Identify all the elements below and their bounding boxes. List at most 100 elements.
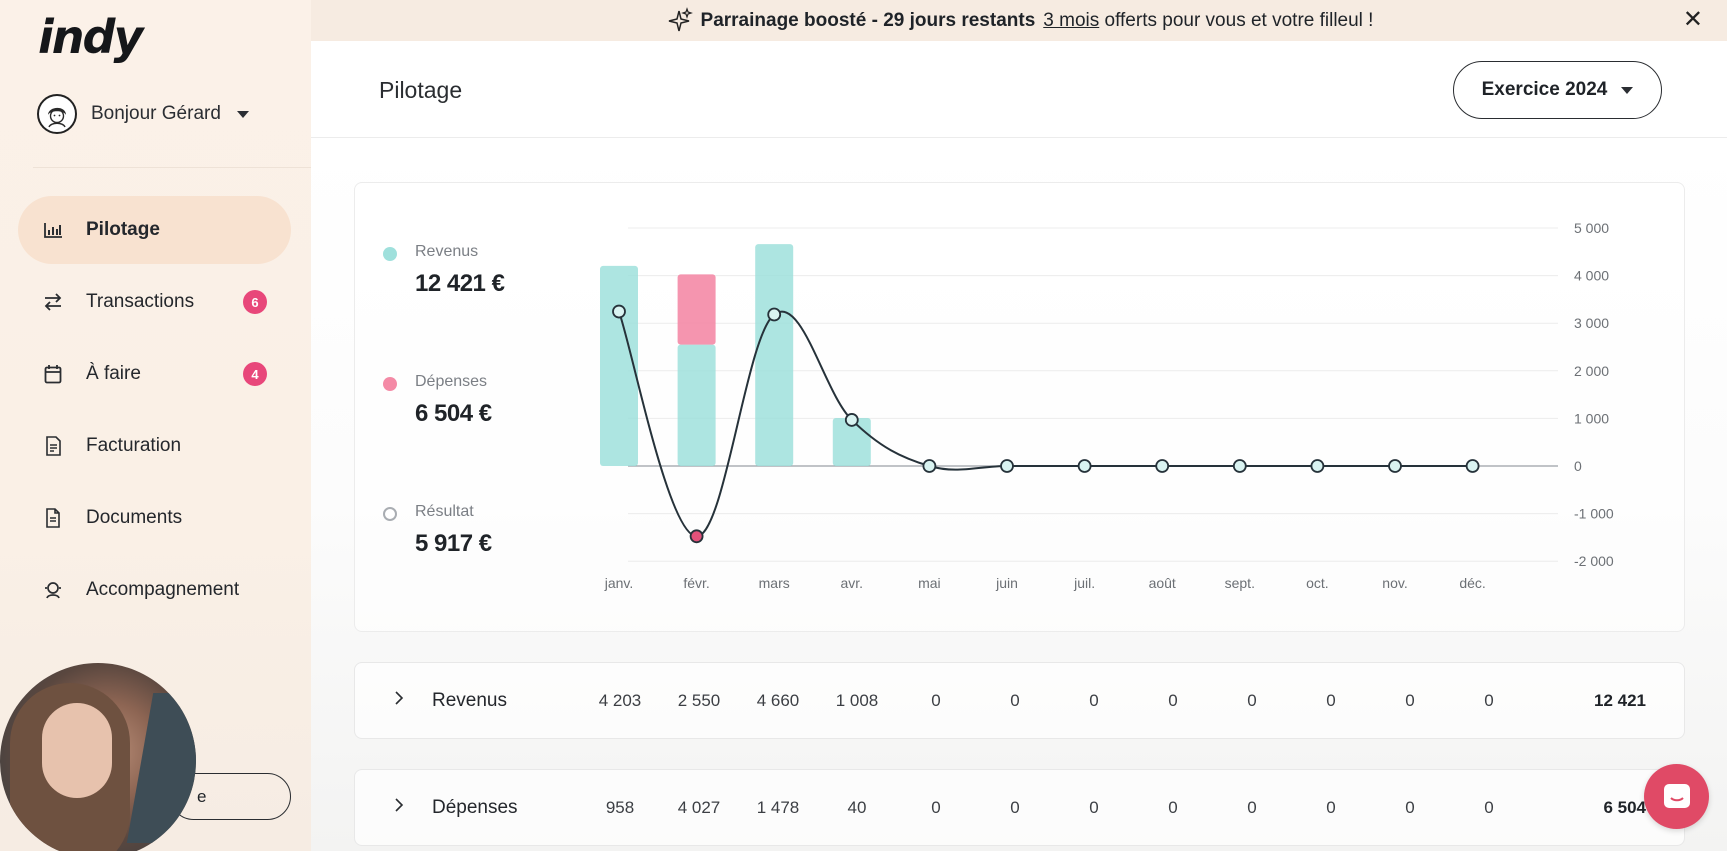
- user-greeting: Bonjour Gérard: [91, 103, 221, 124]
- table-cell: 0: [1405, 797, 1415, 817]
- webcam-overlay: [0, 663, 196, 851]
- table-cell: 0: [1484, 690, 1494, 710]
- x-tick-label: juin: [995, 575, 1018, 591]
- summary-value: 6 504 €: [415, 400, 492, 427]
- resultat-point: [1388, 459, 1402, 473]
- table-cell: 0: [1089, 690, 1099, 710]
- summary-label: Revenus: [415, 243, 479, 260]
- user-menu[interactable]: Bonjour Gérard: [37, 94, 249, 134]
- table-cell: 0: [1247, 690, 1257, 710]
- banner-title: Parrainage boosté - 29 jours restants: [700, 9, 1036, 31]
- x-tick-label: août: [1149, 575, 1176, 591]
- table-cell: 0: [1089, 797, 1099, 817]
- sparkle-icon: [668, 6, 693, 31]
- resultat-point: [1465, 459, 1480, 473]
- sidebar-item-accompagnement[interactable]: Accompagnement: [18, 556, 291, 624]
- table-cell: 0: [1168, 797, 1178, 817]
- summary-resultat: Résultat 5 917 €: [383, 503, 504, 633]
- revenus-dot: [383, 247, 397, 261]
- table-cell: 1 008: [835, 690, 879, 710]
- close-icon[interactable]: ✕: [1682, 6, 1703, 33]
- sidebar-item-documents[interactable]: Documents: [18, 484, 291, 552]
- depenses-dot: [383, 377, 397, 391]
- x-tick-label: avr.: [841, 575, 864, 591]
- fiscal-year-label: Exercice 2024: [1481, 79, 1608, 100]
- table-cell: 1 478: [756, 797, 800, 817]
- x-tick-label: déc.: [1459, 575, 1485, 591]
- sidebar-item-label: Accompagnement: [86, 579, 240, 600]
- fiscal-year-dropdown[interactable]: Exercice 2024: [1453, 61, 1662, 119]
- depenses-bar: [677, 274, 716, 345]
- chat-icon: [1663, 783, 1690, 808]
- swap-arrows-icon: [42, 291, 64, 313]
- resultat-line: [618, 310, 1473, 538]
- table-cell: 0: [1010, 797, 1020, 817]
- chevron-right-icon: [395, 691, 404, 705]
- sidebar-item-pilotage[interactable]: Pilotage: [18, 196, 291, 264]
- chevron-down-icon: [1621, 86, 1634, 94]
- monthly-chart: 5 000 4 000 3 000 2 000 1 000 0 -1 000 -2 000 ja…: [600, 220, 1614, 591]
- summary-value: 5 917 €: [415, 530, 492, 557]
- document-icon: [42, 507, 64, 529]
- page-header: Pilotage Exercice 2024: [311, 41, 1727, 138]
- sidebar-item-transactions[interactable]: Transactions 6: [18, 268, 291, 336]
- sidebar-bottom-button-label: e: [197, 786, 207, 806]
- indy-logo[interactable]: indy: [38, 10, 143, 64]
- sidebar-item-facturation[interactable]: Facturation: [18, 412, 291, 480]
- table-cell: 4 027: [677, 797, 721, 817]
- resultat-point: [1232, 459, 1247, 473]
- x-tick-label: janv.: [604, 575, 634, 591]
- table-cell: 958: [605, 797, 635, 817]
- chevron-down-icon: [236, 110, 249, 118]
- revenus-bar: [755, 244, 794, 466]
- resultat-point: [1000, 459, 1014, 473]
- sidebar: indy Bonjour Gérard Pilotage Trans: [0, 0, 318, 851]
- row-total: 6 504: [1603, 797, 1646, 817]
- bar-chart-icon: [42, 219, 64, 241]
- resultat-point: [612, 304, 626, 319]
- y-tick-label: 4 000: [1574, 268, 1609, 284]
- sidebar-item-label: Transactions: [86, 291, 195, 312]
- y-tick-label: -2 000: [1574, 553, 1614, 569]
- table-cell: 0: [1247, 797, 1257, 817]
- resultat-point: [922, 459, 937, 473]
- divider: [33, 167, 318, 168]
- calendar-icon: [42, 363, 64, 385]
- x-tick-label: mars: [759, 575, 790, 591]
- referral-banner: Parrainage boosté - 29 jours restants 3 …: [311, 0, 1727, 41]
- resultat-point: [689, 529, 704, 544]
- resultat-point: [1310, 459, 1325, 473]
- table-row-depenses[interactable]: Dépenses 6 504 958 4 027 1 478 40 0 0 0 0 0 0 0 0: [354, 769, 1685, 846]
- summary-value: 12 421 €: [415, 270, 505, 297]
- y-tick-label: -1 000: [1574, 506, 1614, 522]
- sidebar-item-label: Facturation: [86, 435, 182, 456]
- row-total: 12 421: [1594, 690, 1646, 710]
- revenus-bar: [600, 265, 638, 466]
- user-avatar-icon: [44, 101, 70, 128]
- resultat-point: [844, 413, 859, 427]
- y-tick-label: 2 000: [1574, 363, 1609, 379]
- main-content: Revenus 12 421 € Dépenses 6 504 € Résult…: [311, 138, 1727, 851]
- table-cell: 0: [931, 690, 941, 710]
- table-cell: 0: [1405, 690, 1415, 710]
- table-cell: 0: [1168, 690, 1178, 710]
- chart-summary: Revenus 12 421 € Dépenses 6 504 € Résult…: [383, 243, 505, 633]
- chat-button[interactable]: [1644, 764, 1709, 829]
- notification-badge: 4: [243, 362, 267, 386]
- revenus-bar: [677, 344, 716, 466]
- x-tick-label: juil.: [1073, 575, 1095, 591]
- table-cell: 4 660: [756, 690, 800, 710]
- y-tick-label: 0: [1574, 458, 1582, 474]
- x-tick-label: sept.: [1225, 575, 1255, 591]
- sidebar-item-a-faire[interactable]: À faire 4: [18, 340, 291, 408]
- banner-link[interactable]: 3 mois: [1043, 9, 1100, 31]
- resultat-point: [1077, 459, 1092, 473]
- x-tick-label: nov.: [1382, 575, 1407, 591]
- resultat-point: [767, 307, 782, 322]
- row-label: Revenus: [432, 689, 507, 711]
- table-cell: 0: [1484, 797, 1494, 817]
- sidebar-item-label: Pilotage: [86, 219, 160, 240]
- table-row-revenus[interactable]: Revenus 12 421 4 203 2 550 4 660 1 008 0 0 0 0 0…: [354, 662, 1685, 739]
- table-cell: 0: [1010, 690, 1020, 710]
- notification-badge: 6: [243, 290, 267, 314]
